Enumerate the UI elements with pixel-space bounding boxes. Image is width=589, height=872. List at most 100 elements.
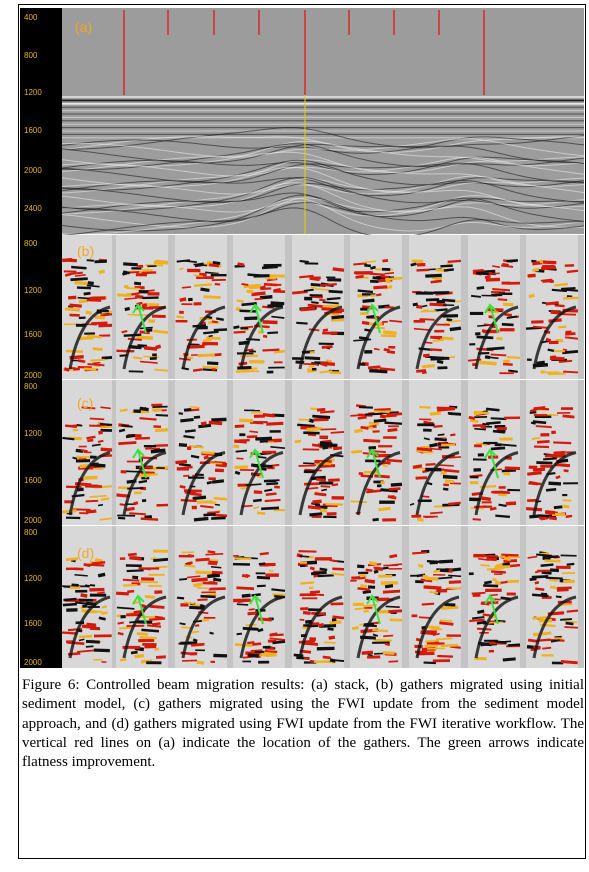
gather-event xyxy=(311,502,321,506)
gather-event xyxy=(75,601,91,605)
gather-event xyxy=(192,368,203,372)
gather-event xyxy=(211,417,227,422)
gather-event xyxy=(366,489,382,494)
gather-event xyxy=(145,447,153,450)
gather-event xyxy=(384,584,394,589)
gather-event xyxy=(264,498,281,503)
gather-event xyxy=(139,636,157,640)
gather-event xyxy=(195,557,210,562)
gather-event xyxy=(250,649,263,653)
gather-event xyxy=(502,362,513,366)
gather-event xyxy=(351,576,361,580)
gather-event xyxy=(186,561,193,565)
gather-event xyxy=(374,566,383,571)
gather-event xyxy=(97,572,106,578)
gather-event xyxy=(122,270,130,275)
gather-event xyxy=(319,441,333,445)
gather-event xyxy=(532,593,549,598)
gather-event xyxy=(413,327,431,331)
gather-event xyxy=(124,297,138,301)
gather-event xyxy=(179,297,187,302)
gather-event xyxy=(430,447,442,451)
gather-event xyxy=(373,347,380,351)
gather-event xyxy=(387,495,397,500)
gather-event xyxy=(83,367,97,371)
reflector xyxy=(61,138,585,158)
gather-event xyxy=(141,271,157,275)
gather-event xyxy=(81,406,96,410)
gather-event xyxy=(367,653,373,657)
gather-event xyxy=(565,514,573,519)
gather-event xyxy=(195,570,213,575)
gather-event xyxy=(100,406,111,410)
gather-event xyxy=(490,417,507,421)
gather-event xyxy=(490,446,506,451)
gather-event xyxy=(360,425,369,430)
gather-event xyxy=(116,606,135,610)
gather-event xyxy=(484,274,491,279)
gather-event xyxy=(247,641,255,645)
gather-event xyxy=(192,630,200,634)
gather-event xyxy=(150,448,166,454)
gather-event xyxy=(350,500,367,504)
gather-event xyxy=(77,649,94,653)
gather-event xyxy=(560,618,573,621)
gather-event xyxy=(313,417,329,422)
gather-event xyxy=(62,436,75,441)
gather-event xyxy=(136,301,143,306)
gather-curve xyxy=(356,595,401,659)
gather-event xyxy=(191,577,208,583)
gather-event xyxy=(273,349,286,354)
gather-event xyxy=(235,306,241,312)
gather-event xyxy=(322,655,331,660)
gather-event xyxy=(269,632,278,637)
gather-event xyxy=(321,363,328,367)
gather-event xyxy=(99,517,113,521)
gather-event xyxy=(362,298,375,303)
gather-event xyxy=(139,326,153,330)
gather-event xyxy=(421,304,428,308)
gather-event xyxy=(326,297,341,301)
gather-event xyxy=(99,422,113,428)
gather-event xyxy=(138,479,148,484)
gather-event xyxy=(497,298,508,301)
gather-event xyxy=(237,599,244,602)
gather-event xyxy=(121,424,133,428)
gather-event xyxy=(357,416,367,420)
gather-event xyxy=(264,488,273,492)
gather-event xyxy=(483,323,497,327)
gather-event xyxy=(241,574,249,579)
gather-event xyxy=(420,445,431,449)
gather-event xyxy=(551,288,568,293)
gather-event xyxy=(101,605,108,609)
gather-event xyxy=(140,471,155,475)
reflector xyxy=(61,177,585,197)
gather-event xyxy=(541,570,552,575)
gather-event xyxy=(319,567,328,572)
gather-event xyxy=(430,356,445,361)
gather-event xyxy=(270,446,286,449)
gather-event xyxy=(565,621,574,626)
gather-event xyxy=(382,589,401,594)
gather-event xyxy=(442,474,458,480)
gather-event xyxy=(100,313,113,317)
gather-event xyxy=(211,479,225,484)
gather-event xyxy=(245,573,251,578)
gather-event xyxy=(378,506,391,512)
gather-event xyxy=(86,284,100,288)
gather-event xyxy=(536,360,545,365)
gather-event xyxy=(254,297,263,301)
gather-event xyxy=(441,298,456,303)
gather-curve xyxy=(474,451,519,516)
gather-event xyxy=(430,279,442,284)
flatness-arrow xyxy=(249,448,264,479)
gather-event xyxy=(374,410,390,414)
gather-event xyxy=(308,418,315,423)
gather-event xyxy=(535,587,545,592)
gather-event xyxy=(198,500,217,504)
gather-event xyxy=(372,629,389,633)
gather-event xyxy=(255,436,273,441)
gather-event xyxy=(119,626,132,630)
gather-event xyxy=(530,421,536,425)
gather-curve xyxy=(356,451,401,516)
